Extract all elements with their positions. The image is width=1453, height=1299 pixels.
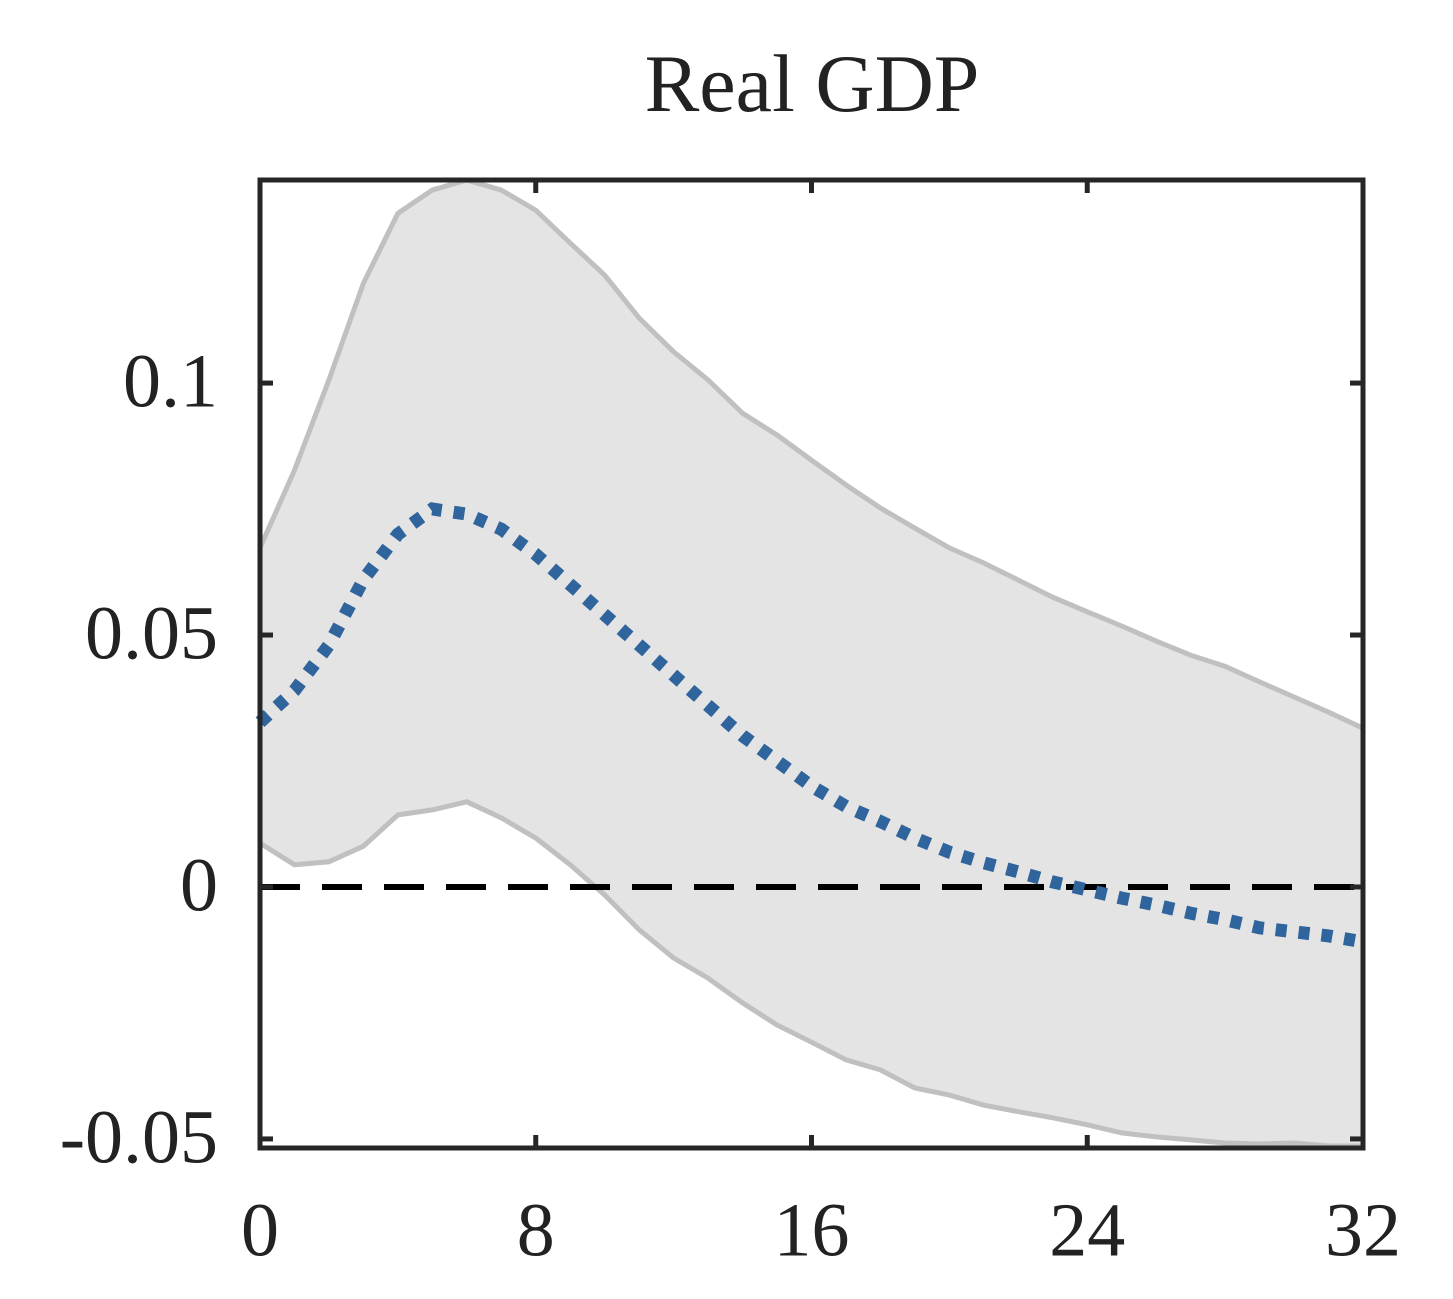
x-tick-label: 16	[774, 1188, 850, 1272]
chart-title: Real GDP	[645, 38, 980, 129]
x-tick-label: 24	[1049, 1188, 1125, 1272]
y-tick-label: 0.1	[123, 340, 218, 424]
x-tick-label: 8	[517, 1188, 555, 1272]
y-tick-label: 0.05	[85, 591, 218, 675]
band-upper	[257, 177, 1365, 731]
band-lower	[258, 799, 1363, 1149]
y-tick-label: -0.05	[60, 1095, 218, 1179]
x-tick-label: 0	[241, 1188, 279, 1272]
confidence-band	[260, 180, 1363, 1146]
x-tick-label: 32	[1325, 1188, 1401, 1272]
y-tick-label: 0	[180, 843, 218, 927]
